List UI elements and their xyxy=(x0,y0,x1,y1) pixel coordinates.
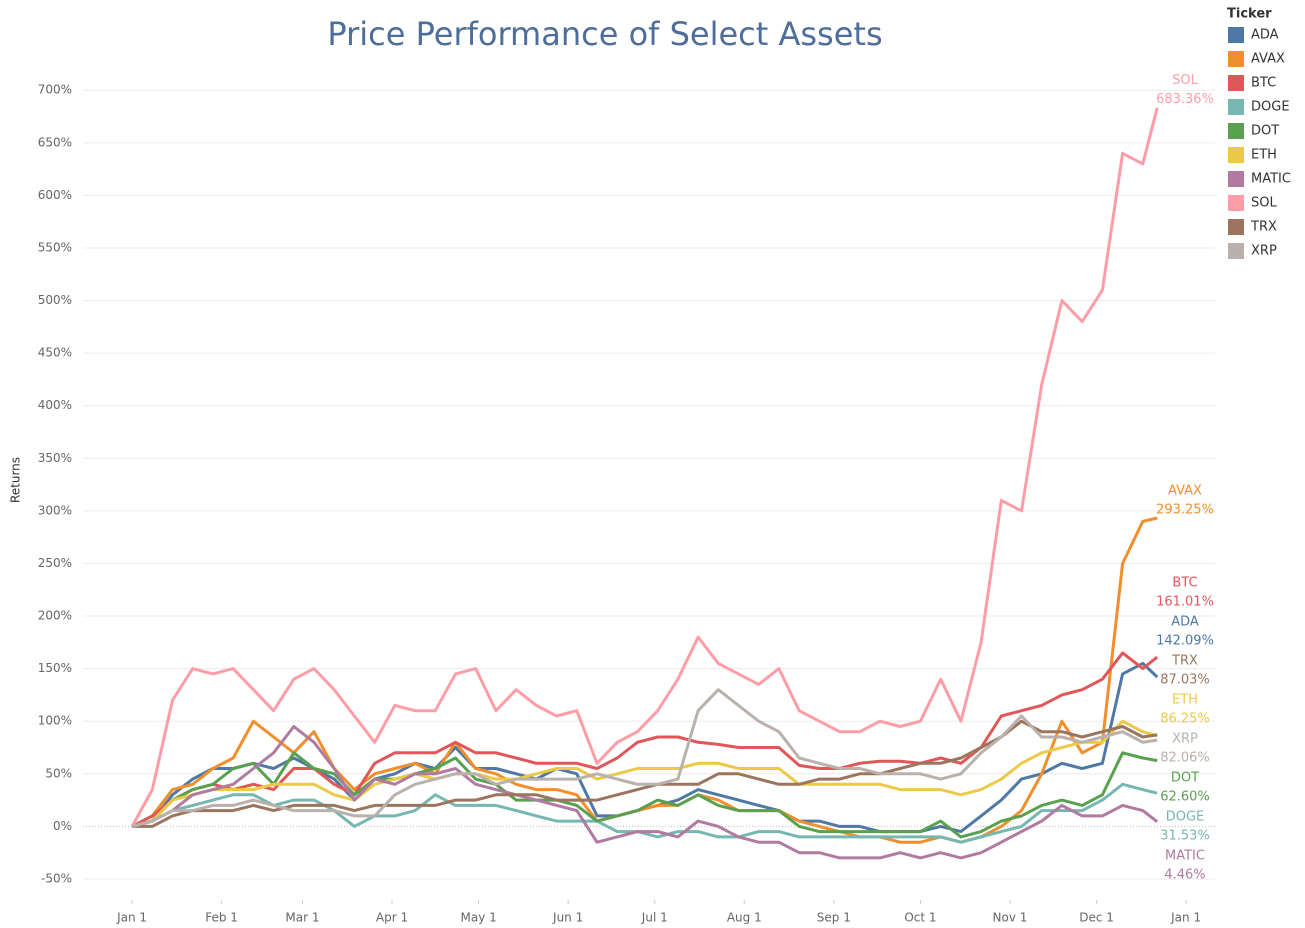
series-line xyxy=(132,719,1158,828)
end-label-name: TRX xyxy=(1171,654,1198,669)
end-label-name: XRP xyxy=(1172,732,1198,747)
series-line xyxy=(131,751,1158,839)
x-tick-label: Aug 1 xyxy=(727,911,762,925)
legend-swatch xyxy=(1228,219,1244,235)
end-label-value: 62.60% xyxy=(1160,790,1210,805)
legend-swatch xyxy=(1228,243,1244,259)
end-label-name: SOL xyxy=(1172,73,1198,88)
legend-label: MATIC xyxy=(1251,172,1291,187)
legend-label: ADA xyxy=(1251,28,1279,43)
series-line xyxy=(131,719,1158,828)
end-label-value: 87.03% xyxy=(1160,673,1210,688)
x-tick-label: Oct 1 xyxy=(904,911,936,925)
series-line xyxy=(130,107,1159,828)
legend-swatch xyxy=(1228,75,1244,91)
y-tick-label: 200% xyxy=(38,609,72,623)
x-tick-label: Nov 1 xyxy=(993,911,1028,925)
legend-label: DOGE xyxy=(1251,100,1290,115)
end-label-name: ADA xyxy=(1171,615,1199,630)
x-tick-label: Feb 1 xyxy=(205,911,238,925)
end-label-name: MATIC xyxy=(1165,849,1205,864)
legend-label: DOT xyxy=(1251,124,1279,139)
x-tick-label: Sep 1 xyxy=(817,911,851,925)
end-label-name: ETH xyxy=(1172,693,1198,708)
chart-title: Price Performance of Select Assets xyxy=(327,15,882,53)
y-tick-label: 500% xyxy=(38,293,72,307)
x-tick-label: Dec 1 xyxy=(1079,911,1114,925)
y-tick-label: 300% xyxy=(38,503,72,517)
legend-label: XRP xyxy=(1251,244,1277,259)
y-tick-label: 0% xyxy=(53,819,72,833)
x-tick-label: May 1 xyxy=(460,911,496,925)
end-label-name: DOGE xyxy=(1166,810,1205,825)
y-tick-label: 450% xyxy=(38,346,72,360)
legend-swatch xyxy=(1228,123,1244,139)
legend-swatch xyxy=(1228,51,1244,67)
x-tick-label: Apr 1 xyxy=(376,911,408,925)
legend-title: Ticker xyxy=(1227,7,1272,22)
end-label-name: BTC xyxy=(1172,576,1197,591)
x-tick-label: Mar 1 xyxy=(285,911,319,925)
y-tick-label: 650% xyxy=(38,135,72,149)
legend-label: AVAX xyxy=(1251,52,1285,67)
y-tick-label: -50% xyxy=(41,871,72,885)
x-tick-label: Jun 1 xyxy=(552,911,583,925)
end-label-value: 142.09% xyxy=(1156,634,1214,649)
series-line xyxy=(131,688,1158,828)
y-tick-label: 350% xyxy=(38,451,72,465)
end-label-value: 86.25% xyxy=(1160,712,1210,727)
y-tick-label: 250% xyxy=(38,556,72,570)
end-label-value: 31.53% xyxy=(1160,829,1210,844)
end-label-name: AVAX xyxy=(1168,483,1202,498)
y-tick-label: 550% xyxy=(38,240,72,254)
y-axis-label: Returns xyxy=(9,457,23,503)
end-label-name: DOT xyxy=(1171,771,1199,786)
y-tick-label: 400% xyxy=(38,398,72,412)
y-tick-label: 50% xyxy=(45,766,72,780)
x-tick-label: Jan 1 xyxy=(116,911,147,925)
x-tick-label: Jul 1 xyxy=(641,911,668,925)
end-label-value: 293.25% xyxy=(1156,502,1214,517)
legend-label: TRX xyxy=(1250,220,1277,235)
end-label-value: 161.01% xyxy=(1156,595,1214,610)
legend-swatch xyxy=(1228,99,1244,115)
legend-label: ETH xyxy=(1251,148,1277,163)
series-line xyxy=(131,725,1159,860)
x-tick-label: Jan 1 xyxy=(1170,911,1201,925)
legend-swatch xyxy=(1228,27,1244,43)
y-tick-label: 150% xyxy=(38,661,72,675)
y-tick-label: 100% xyxy=(38,714,72,728)
series-line xyxy=(131,782,1158,844)
end-label-value: 683.36% xyxy=(1156,92,1214,107)
legend-label: SOL xyxy=(1251,196,1277,211)
legend-swatch xyxy=(1228,195,1244,211)
y-tick-label: 600% xyxy=(38,188,72,202)
y-tick-label: 700% xyxy=(38,83,72,97)
end-label-value: 82.06% xyxy=(1160,751,1210,766)
legend-swatch xyxy=(1228,171,1244,187)
series-line xyxy=(131,516,1158,844)
end-label-value: 4.46% xyxy=(1164,868,1205,883)
legend-label: BTC xyxy=(1251,76,1276,91)
legend-swatch xyxy=(1228,147,1244,163)
series-line xyxy=(131,651,1159,828)
